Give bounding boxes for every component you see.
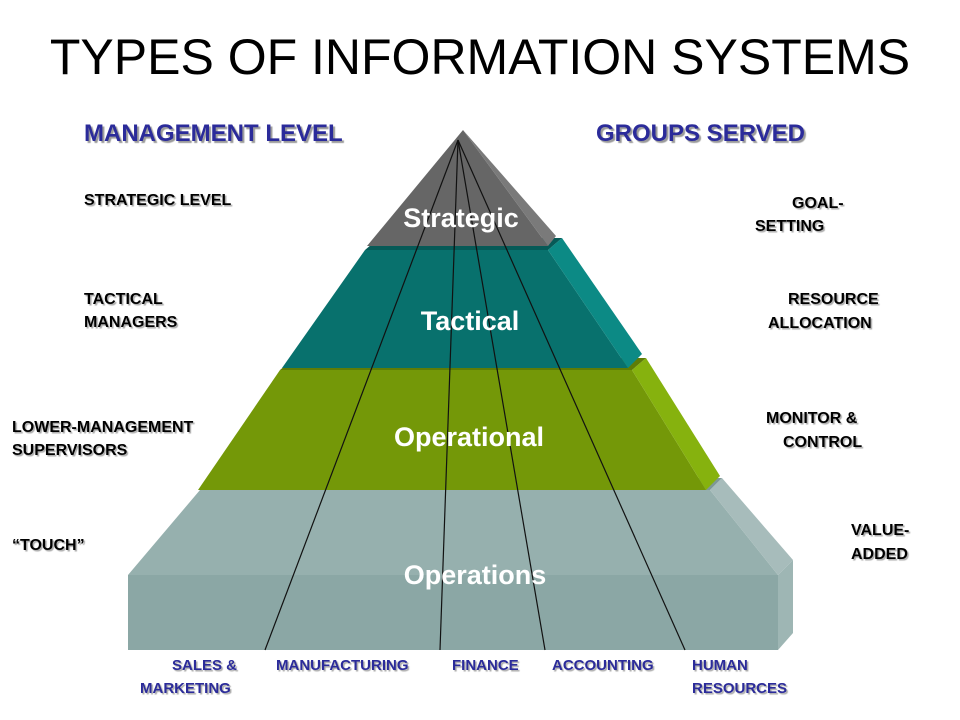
function-sales: SALES & [172, 657, 238, 674]
label-touch: “TOUCH” [12, 537, 85, 554]
operations-top-face [128, 490, 778, 575]
operations-side-face [710, 478, 793, 575]
function-human: HUMAN [692, 657, 748, 674]
tier-label-tactical: Tactical [421, 306, 520, 336]
tier-label-operations: Operations [404, 560, 547, 590]
strategic-side-face [463, 130, 556, 246]
operations-tier [128, 478, 793, 650]
tier-label-operational: Operational [394, 422, 544, 452]
tier-label-strategic: Strategic [403, 203, 519, 233]
function-marketing: MARKETING [140, 680, 231, 697]
label-supervisors: SUPERVISORS [12, 442, 128, 459]
label-control: CONTROL [783, 434, 863, 451]
operations-side-lower [778, 560, 793, 650]
label-goal: GOAL- [792, 195, 844, 212]
operational-side-face [632, 358, 720, 490]
strategic-front-face [367, 130, 548, 246]
operational-front-face [198, 370, 706, 490]
function-accounting: ACCOUNTING [552, 657, 654, 674]
label-monitor: MONITOR & [766, 410, 858, 427]
label-lower-management: LOWER-MANAGEMENT [12, 419, 194, 436]
function-finance: FINANCE [452, 657, 519, 674]
strategic-tier [367, 130, 556, 246]
page-title: TYPES OF INFORMATION SYSTEMS [49, 29, 911, 85]
function-manufacturing: MANUFACTURING [276, 657, 409, 674]
label-resource: RESOURCE [788, 291, 879, 308]
line-sales [264, 139, 459, 651]
groups-served-header: GROUPS SERVED [596, 120, 805, 147]
label-setting: SETTING [755, 218, 825, 235]
line-finance [457, 139, 546, 651]
tactical-tier [282, 238, 642, 368]
tactical-side-face [548, 238, 642, 368]
function-resources: RESOURCES [692, 680, 788, 697]
functional-divider-lines [264, 139, 686, 651]
label-allocation: ALLOCATION [768, 315, 872, 332]
line-accounting [457, 139, 686, 651]
label-added: ADDED [851, 546, 908, 563]
label-managers: MANAGERS [84, 314, 178, 331]
label-strategic-level: STRATEGIC LEVEL [84, 192, 232, 209]
label-tactical: TACTICAL [84, 291, 163, 308]
management-level-header: MANAGEMENT LEVEL [84, 120, 343, 147]
label-value: VALUE- [851, 522, 910, 539]
line-manufacturing [439, 139, 459, 651]
tactical-front-face [282, 250, 628, 368]
operations-front-face [128, 575, 778, 650]
